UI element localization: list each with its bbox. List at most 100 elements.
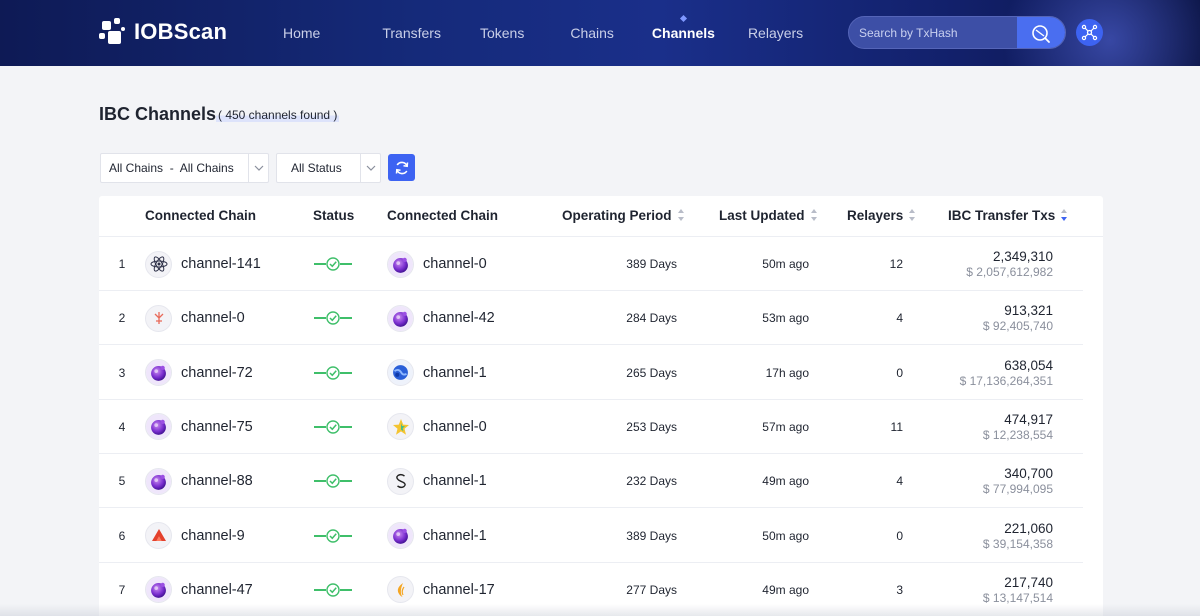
operating-period: 389 Days [626, 257, 677, 271]
col-header-txs[interactable]: IBC Transfer Txs [948, 196, 1068, 236]
osmosis-icon [145, 467, 172, 495]
nav-transfers[interactable]: Transfers [382, 25, 441, 41]
table-row[interactable]: 2 channel-0 channel-42 284 Days 53m ago 4 913,… [99, 291, 1103, 346]
row-divider [99, 452, 1083, 454]
tx-value: $ 2,057,612,982 [966, 265, 1053, 279]
tx-count: 340,700 [1004, 466, 1053, 482]
tx-value: $ 92,405,740 [982, 319, 1053, 334]
refresh-button[interactable] [388, 154, 415, 181]
tx-count: 638,054 [1004, 357, 1053, 373]
page-title: IBC Channels [99, 104, 217, 124]
chain-b-cell[interactable]: channel-42 [387, 291, 495, 345]
osmosis-icon [145, 359, 172, 387]
col-header-chain-b: Connected Chain [387, 208, 499, 223]
chain-a-cell[interactable]: channel-75 [145, 400, 253, 454]
chain-a-cell[interactable]: channel-72 [145, 346, 253, 400]
table-row[interactable]: 4 channel-75 channel-0 253 Days 57m ago 11 474… [99, 400, 1103, 454]
status-filter-label: All Status [291, 161, 342, 175]
chain-a-cell[interactable]: channel-9 [145, 509, 245, 563]
row-index: 3 [118, 365, 126, 380]
chain-a-cell[interactable]: channel-88 [145, 454, 253, 508]
col-header-relayers[interactable]: Relayers [847, 196, 916, 236]
tx-value: $ 12,238,554 [982, 427, 1053, 442]
operating-period: 265 Days [626, 365, 677, 380]
row-index: 4 [118, 419, 126, 434]
chain-a-cell[interactable]: channel-141 [145, 237, 261, 291]
chain-b-cell[interactable]: channel-0 [387, 237, 487, 291]
last-updated: 53m ago [762, 311, 809, 326]
table-row[interactable]: 6 channel-9 channel-1 389 Days 50m ago 0 221,0… [99, 509, 1103, 563]
chain-b-cell[interactable]: channel-0 [387, 400, 487, 454]
chain-b-channel: channel-42 [423, 310, 495, 327]
nav-channels[interactable]: Channels [652, 0, 715, 66]
row-index: 7 [118, 582, 126, 597]
nav-chains[interactable]: Chains [570, 25, 614, 41]
nav-home[interactable]: Home [283, 25, 321, 41]
operating-period: 232 Days [626, 474, 677, 489]
relayers-count: 12 [889, 257, 903, 271]
row-index: 2 [118, 311, 126, 326]
chain-filter-label: All Chains - All Chains [109, 161, 234, 175]
operating-period: 277 Days [626, 582, 677, 597]
status-ok-icon [313, 563, 353, 616]
osmosis-icon [145, 413, 172, 441]
last-updated: 57m ago [762, 419, 809, 434]
main-nav: Home Transfers Tokens Chains Channels Re… [260, 0, 803, 66]
col-header-updated[interactable]: Last Updated [719, 196, 817, 236]
table-row[interactable]: 5 channel-88 channel-1 232 Days 49m ago 4 340,… [99, 454, 1103, 509]
chevron-down-icon [248, 154, 268, 182]
tx-value: $ 77,994,095 [982, 482, 1053, 497]
brand-name: IOBScan [134, 19, 228, 44]
osmosis-icon [387, 522, 414, 549]
chain-a-cell[interactable]: channel-47 [145, 563, 253, 616]
search-box [848, 16, 1066, 49]
osmosis-icon [387, 250, 414, 278]
chain-b-cell[interactable]: channel-17 [387, 563, 495, 616]
status-ok-icon [313, 346, 353, 400]
network-switch-button[interactable] [1076, 19, 1103, 46]
chain-a-cell[interactable]: channel-0 [145, 291, 245, 345]
tx-value: $ 13,147,514 [982, 590, 1053, 605]
col-header-txs-label: IBC Transfer Txs [948, 208, 1056, 223]
status-ok-icon [313, 400, 353, 454]
chain-b-channel: channel-17 [423, 581, 495, 598]
table-row[interactable]: 3 channel-72 channel-1 265 Days 17h ago 0 638,… [99, 346, 1103, 400]
relayers-count: 3 [896, 582, 903, 597]
row-divider [99, 344, 1083, 346]
col-header-chain-a: Connected Chain [145, 208, 257, 223]
tx-value: $ 39,154,358 [982, 536, 1053, 551]
col-header-period[interactable]: Operating Period [562, 196, 684, 236]
active-indicator-icon [680, 14, 688, 23]
nav-tokens[interactable]: Tokens [479, 25, 525, 41]
tx-count: 2,349,310 [992, 249, 1053, 264]
chain-a-channel: channel-72 [181, 364, 253, 381]
chain-b-cell[interactable]: channel-1 [387, 346, 487, 400]
table-row[interactable]: 7 channel-47 channel-17 277 Days 49m ago 3 217… [99, 563, 1103, 616]
akash-icon [145, 522, 172, 549]
chain-b-cell[interactable]: channel-1 [387, 509, 487, 563]
table-row[interactable]: 1 channel-141 channel-0 389 Days 50m ago 12 2,… [99, 237, 1103, 291]
search-icon [1032, 24, 1050, 43]
nav-channels-label: Channels [651, 25, 715, 41]
transfer-txs: 2,349,310 $ 2,057,612,982 [966, 237, 1053, 291]
juno-icon [387, 576, 414, 604]
status-ok-icon [313, 237, 353, 291]
nav-relayers[interactable]: Relayers [747, 25, 804, 41]
status-filter-select[interactable]: All Status [276, 153, 381, 183]
chain-b-channel: channel-0 [423, 418, 487, 435]
operating-period: 253 Days [626, 419, 677, 434]
chain-b-cell[interactable]: channel-1 [387, 454, 487, 508]
transfer-txs: 474,917 $ 12,238,554 [983, 400, 1053, 454]
chain-b-channel: channel-0 [423, 256, 487, 272]
brand-logo[interactable]: IOBScan [99, 18, 227, 46]
col-header-status: Status [313, 208, 355, 223]
relayers-count: 4 [896, 311, 903, 326]
last-updated: 50m ago [762, 528, 809, 543]
chain-filter-select[interactable]: All Chains - All Chains [100, 153, 269, 183]
chain-a-channel: channel-88 [181, 473, 253, 490]
sort-icon [810, 209, 817, 222]
search-button[interactable] [1017, 17, 1065, 48]
chain-b-channel: channel-1 [423, 473, 487, 490]
search-input[interactable] [849, 17, 1019, 48]
iobscan-logo-icon [99, 18, 127, 46]
